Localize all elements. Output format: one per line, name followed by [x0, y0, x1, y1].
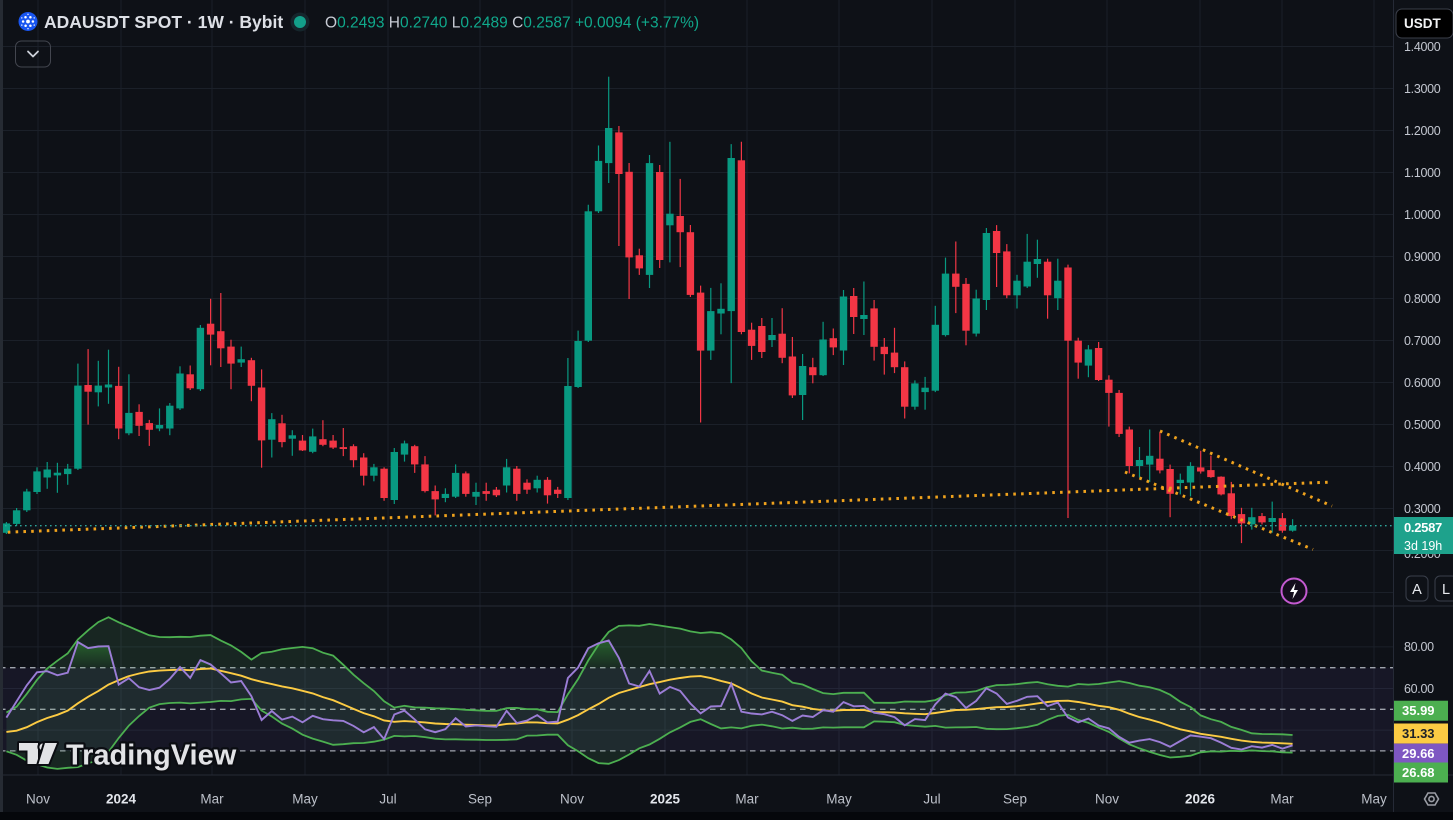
svg-text:1.1000: 1.1000 — [1404, 166, 1441, 180]
svg-text:2024: 2024 — [106, 792, 137, 807]
svg-text:Mar: Mar — [1270, 792, 1294, 807]
svg-text:0.3000: 0.3000 — [1404, 502, 1441, 516]
svg-text:60.00: 60.00 — [1404, 682, 1434, 696]
svg-text:35.99: 35.99 — [1402, 703, 1435, 718]
svg-text:Nov: Nov — [560, 792, 584, 807]
svg-text:O0.2493 H0.2740 L0.2489 C0.: O0.2493 H0.2740 L0.2489 C0.2587 +0.0094 … — [325, 15, 699, 32]
svg-text:USDT: USDT — [1404, 16, 1442, 31]
svg-text:Jul: Jul — [379, 792, 396, 807]
svg-text:Nov: Nov — [26, 792, 50, 807]
svg-text:1.0000: 1.0000 — [1404, 208, 1441, 222]
svg-text:3d 19h: 3d 19h — [1404, 539, 1442, 553]
svg-text:80.00: 80.00 — [1404, 640, 1434, 654]
svg-text:Mar: Mar — [735, 792, 759, 807]
svg-text:31.33: 31.33 — [1402, 726, 1435, 741]
svg-text:May: May — [292, 792, 318, 807]
svg-text:Nov: Nov — [1095, 792, 1119, 807]
svg-text:0.4000: 0.4000 — [1404, 460, 1441, 474]
svg-text:L: L — [1442, 582, 1450, 598]
svg-text:TradingView: TradingView — [66, 740, 237, 772]
svg-text:1.3000: 1.3000 — [1404, 82, 1441, 96]
svg-text:Sep: Sep — [468, 792, 492, 807]
svg-text:Jul: Jul — [923, 792, 940, 807]
svg-text:1.4000: 1.4000 — [1404, 40, 1441, 54]
svg-text:Sep: Sep — [1003, 792, 1027, 807]
svg-text:0.8000: 0.8000 — [1404, 292, 1441, 306]
svg-text:26.68: 26.68 — [1402, 765, 1435, 780]
svg-text:May: May — [1361, 792, 1387, 807]
svg-text:0.6000: 0.6000 — [1404, 376, 1441, 390]
svg-text:1.2000: 1.2000 — [1404, 124, 1441, 138]
svg-text:29.66: 29.66 — [1402, 746, 1435, 761]
svg-text:0.7000: 0.7000 — [1404, 334, 1441, 348]
svg-text:2026: 2026 — [1185, 792, 1216, 807]
svg-text:May: May — [826, 792, 852, 807]
svg-text:0.2587: 0.2587 — [1404, 520, 1442, 535]
svg-text:Mar: Mar — [200, 792, 224, 807]
svg-text:0.5000: 0.5000 — [1404, 418, 1441, 432]
svg-text:2025: 2025 — [650, 792, 681, 807]
svg-text:ADAUSDT SPOT · 1W · Bybit: ADAUSDT SPOT · 1W · Bybit — [44, 12, 283, 32]
svg-text:0.9000: 0.9000 — [1404, 250, 1441, 264]
svg-text:A: A — [1412, 582, 1422, 598]
